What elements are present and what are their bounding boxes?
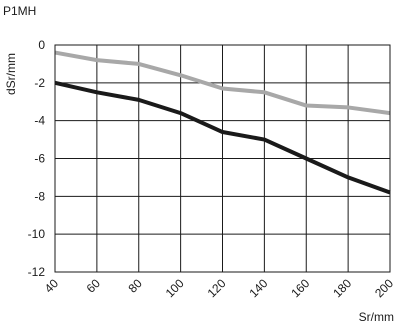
y-tick-label: -8 xyxy=(34,189,45,203)
grid xyxy=(54,44,391,273)
x-axis-title: Sr/mm xyxy=(359,310,394,324)
x-tick-label: 140 xyxy=(246,276,270,300)
y-tick-label: -12 xyxy=(28,265,46,279)
chart-title: P1MH xyxy=(3,4,36,18)
series-2-point-3 xyxy=(180,112,182,114)
series-2-point-6 xyxy=(305,158,307,159)
x-tick-label: 160 xyxy=(288,276,312,300)
y-tick-label: 0 xyxy=(38,38,45,52)
series-2-point-4 xyxy=(222,131,223,133)
series-1-point-4 xyxy=(222,88,223,90)
y-tick-label: -2 xyxy=(34,76,45,90)
x-tick-label: 60 xyxy=(84,276,104,296)
series-2-point-5 xyxy=(263,139,265,141)
plot-frame xyxy=(54,44,391,273)
series-layer xyxy=(54,50,391,195)
x-tick-labels: 40 60 80 100 120 140 160 180 200 xyxy=(42,276,397,300)
series-1-point-1 xyxy=(96,59,98,61)
series-1-point-6 xyxy=(305,105,307,107)
y-tick-label: -6 xyxy=(34,152,45,166)
series-1-point-2 xyxy=(138,63,140,65)
x-tick-label: 200 xyxy=(372,276,396,300)
series-1-point-5 xyxy=(263,91,265,93)
x-tick-label: 120 xyxy=(205,276,229,300)
x-tick-label: 100 xyxy=(163,276,187,300)
y-tick-label: -4 xyxy=(34,114,45,128)
series-2-point-7 xyxy=(347,176,349,178)
plot-area-border xyxy=(54,44,391,273)
x-tick-label: 80 xyxy=(126,276,146,296)
series-1-point-3 xyxy=(180,74,182,76)
y-axis-title: dSr/mm xyxy=(4,53,18,95)
series-1-point-7 xyxy=(347,106,349,108)
series-2-point-1 xyxy=(96,91,98,93)
y-tick-labels: 0 -2 -4 -6 -8 -10 -12 xyxy=(28,38,46,279)
y-tick-label: -10 xyxy=(28,227,46,241)
series-2-point-2 xyxy=(138,99,140,101)
x-tick-label: 180 xyxy=(330,276,354,300)
